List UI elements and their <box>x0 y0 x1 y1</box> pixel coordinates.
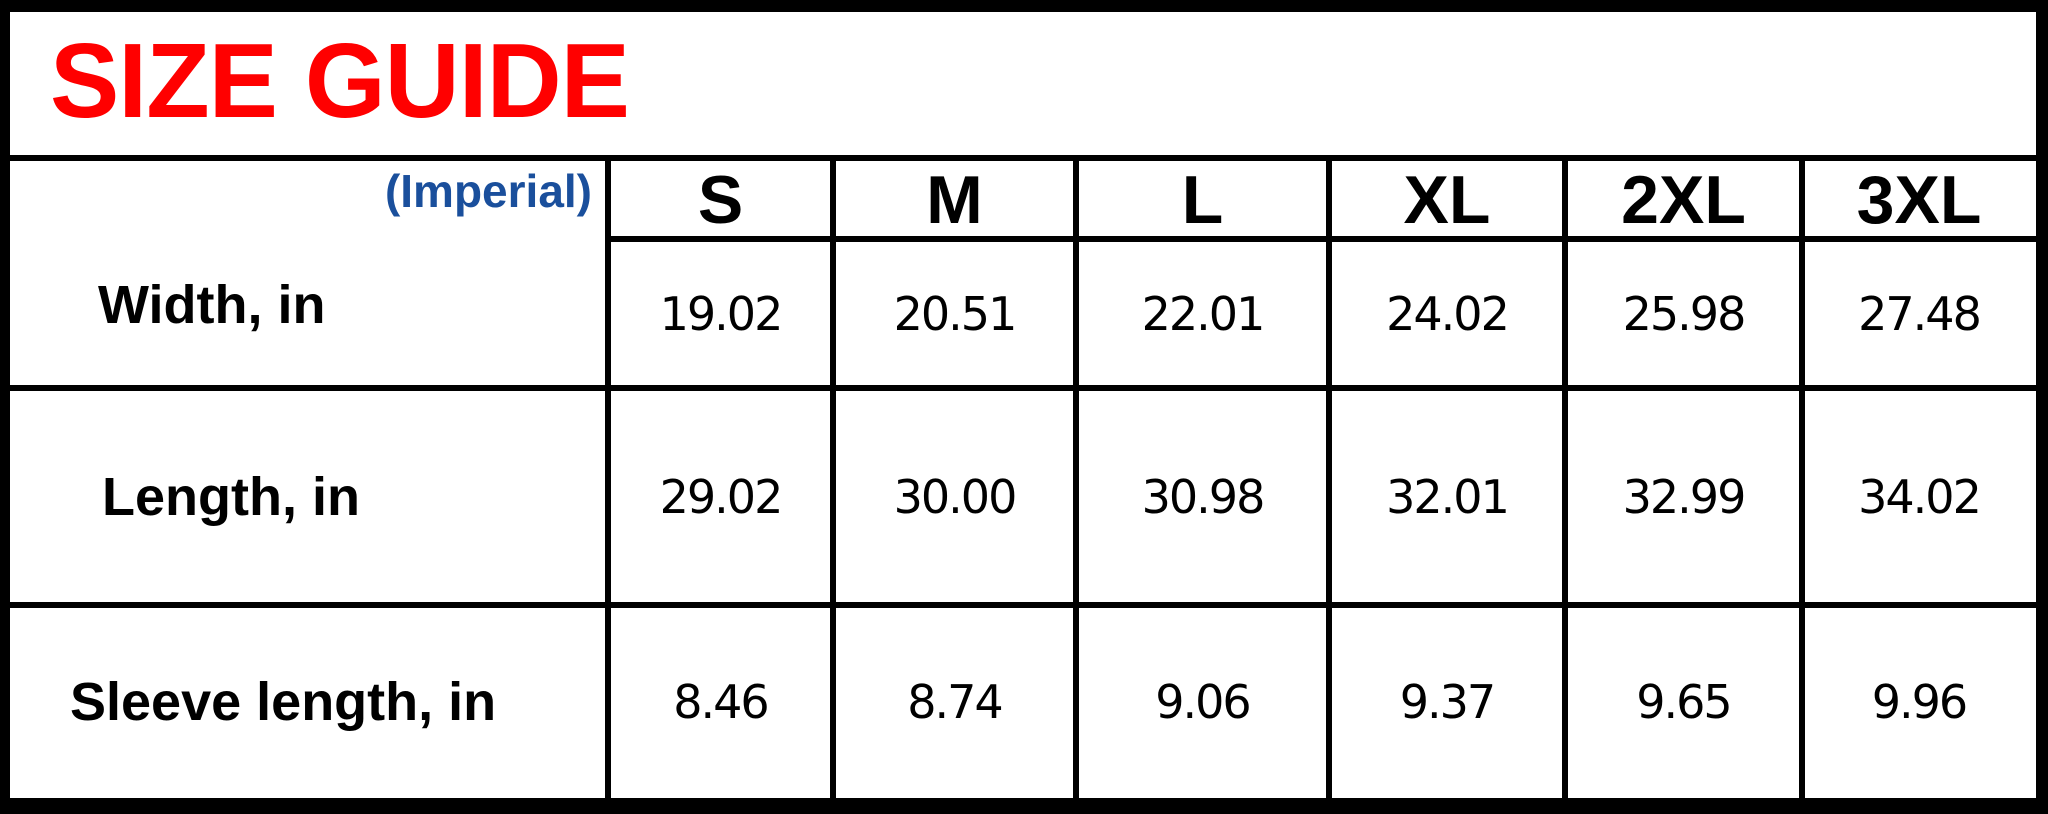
table-cell: 32.99 <box>1622 469 1747 524</box>
page-title: SIZE GUIDE <box>50 22 630 140</box>
column-divider <box>1799 157 1805 802</box>
unit-system-label: (Imperial) <box>384 165 592 217</box>
divider <box>10 155 2036 161</box>
table-cell: 24.02 <box>1386 286 1510 341</box>
table-cell: 30.00 <box>893 469 1018 524</box>
size-header-l: L <box>1181 161 1224 238</box>
column-divider <box>1326 157 1332 802</box>
size-header-xl: XL <box>1403 161 1491 238</box>
table-cell: 27.48 <box>1858 286 1982 341</box>
column-divider <box>605 157 611 802</box>
row-divider <box>10 602 2036 608</box>
row-divider <box>608 236 2036 242</box>
table-cell: 30.98 <box>1141 469 1266 524</box>
table-cell: 8.46 <box>673 674 769 729</box>
table-cell: 9.96 <box>1871 674 1968 729</box>
table-cell: 9.06 <box>1155 674 1251 729</box>
table-cell: 25.98 <box>1622 286 1747 341</box>
column-divider <box>1073 157 1079 802</box>
column-divider <box>1562 157 1568 802</box>
size-header-s: S <box>697 161 744 238</box>
row-divider <box>10 385 2036 391</box>
table-cell: 29.02 <box>659 469 784 524</box>
table-cell: 34.02 <box>1858 469 1982 524</box>
size-header-2xl: 2XL <box>1621 161 1746 238</box>
table-cell: 20.51 <box>893 286 1018 341</box>
table-cell: 8.74 <box>907 674 1003 729</box>
row-label: Width, in <box>98 275 326 335</box>
table-cell: 19.02 <box>659 286 784 341</box>
table-cell: 32.01 <box>1386 469 1510 524</box>
size-header-3xl: 3XL <box>1856 161 1982 238</box>
column-divider <box>830 157 836 802</box>
row-label: Sleeve length, in <box>70 671 497 732</box>
table-cell: 22.01 <box>1141 286 1266 341</box>
row-label: Length, in <box>102 466 360 527</box>
size-header-m: M <box>926 161 983 238</box>
table-cell: 9.37 <box>1399 674 1496 729</box>
table-cell: 9.65 <box>1636 674 1732 729</box>
